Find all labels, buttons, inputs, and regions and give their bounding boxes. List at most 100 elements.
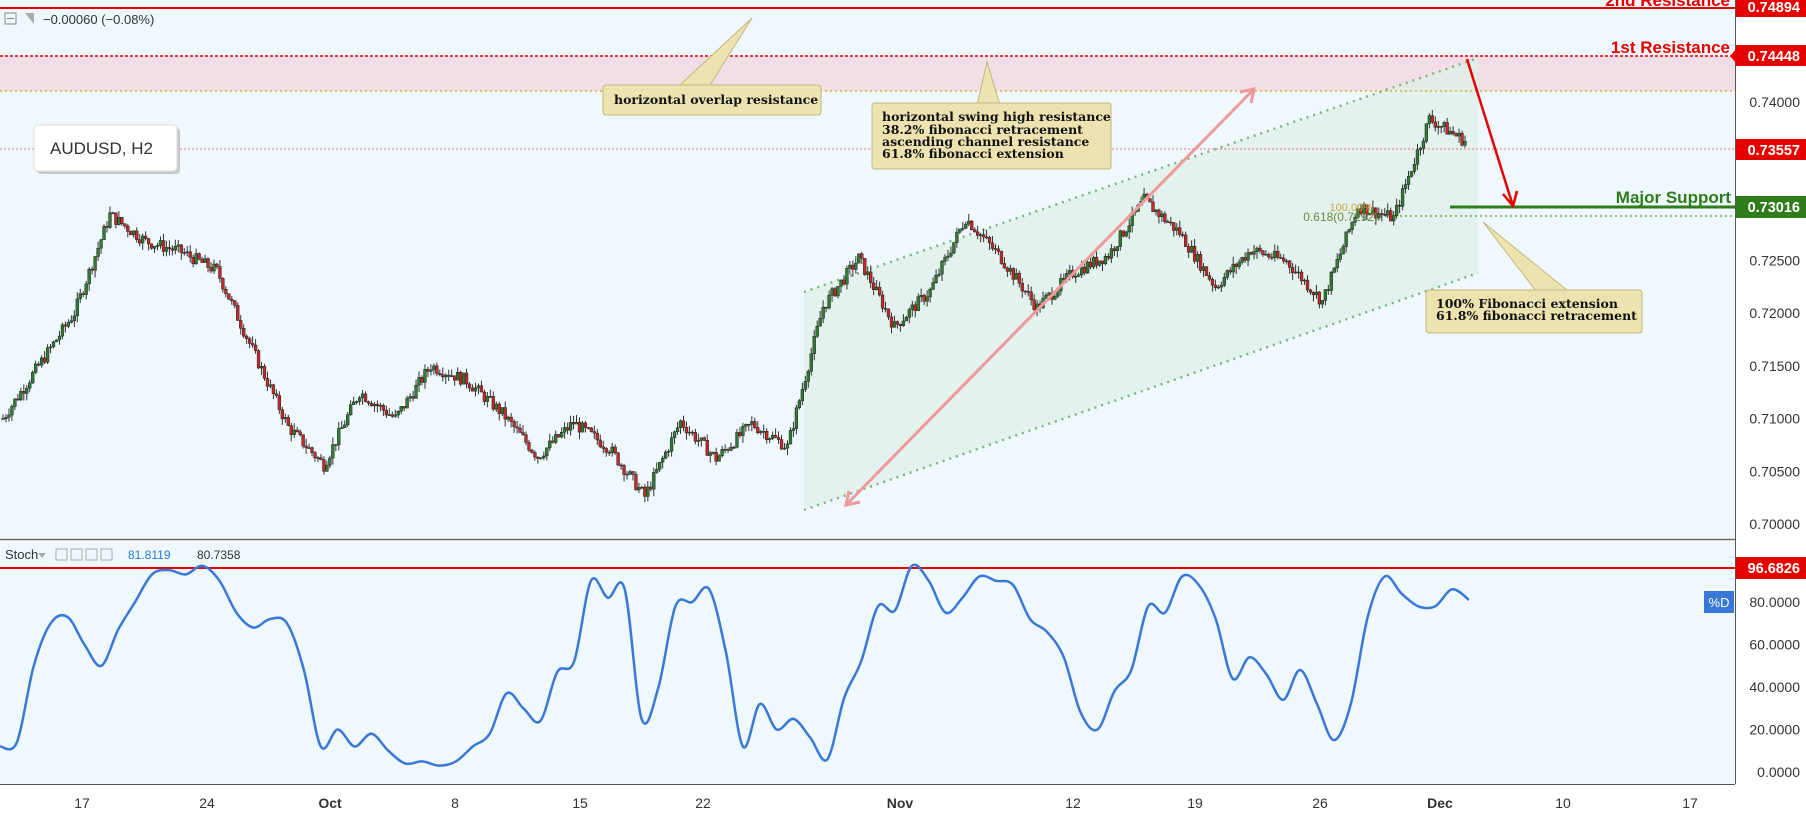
candle-body [1225, 270, 1229, 278]
stoch-level-box-bg [1736, 557, 1806, 579]
candle-body [735, 432, 739, 448]
candle-body [1103, 255, 1108, 265]
candle-body [319, 457, 323, 460]
second-resistance-label: 2nd Resistance [1605, 0, 1730, 10]
candle-body [904, 317, 908, 322]
price-tick-label: 0.74000 [1749, 94, 1800, 110]
candle-body [1412, 164, 1417, 172]
candle-body [1240, 257, 1244, 263]
candle-body [877, 286, 882, 296]
collapse-icon[interactable] [4, 12, 17, 25]
stoch-settings-icon[interactable] [55, 548, 68, 561]
stoch-add-icon[interactable] [85, 548, 98, 561]
candle-body [592, 431, 596, 434]
candle-body [467, 383, 472, 389]
candle-body [1332, 267, 1336, 273]
candle-body [476, 385, 481, 389]
time-tick-label: 17 [74, 795, 90, 811]
price-tick-label: 0.72000 [1749, 305, 1800, 321]
stoch-dropdown-icon[interactable] [38, 553, 46, 558]
stoch-tick-label: 0.0000 [1757, 764, 1800, 780]
time-tick-label: 15 [572, 795, 588, 811]
candle-body [527, 442, 531, 451]
time-axis-bg[interactable] [0, 784, 1806, 819]
price-box-first-resistance-bg [1736, 45, 1806, 66]
candle-body [1403, 184, 1408, 189]
candle-body [607, 451, 611, 454]
candle-body [360, 393, 365, 398]
candle-body [470, 387, 475, 392]
candle-body [247, 338, 252, 344]
candle-body [824, 306, 828, 309]
candle-body [37, 363, 41, 366]
candle-body [346, 414, 350, 426]
candle-body [1234, 263, 1238, 268]
stoch-title[interactable]: Stoch [5, 547, 38, 562]
candle-body [536, 456, 540, 459]
candle-body [42, 357, 47, 363]
candle-body [461, 372, 466, 385]
candle-body [497, 403, 501, 414]
candle-body [1255, 247, 1259, 252]
candle-body [426, 369, 430, 372]
candle-body [729, 446, 733, 451]
candle-body [256, 350, 261, 369]
candle-body [325, 464, 329, 472]
candle-body [250, 343, 255, 346]
candle-body [669, 437, 674, 452]
candle-body [1029, 291, 1033, 300]
candle-body [1112, 248, 1117, 251]
flag-icon[interactable] [25, 13, 34, 24]
candle-body [1228, 270, 1232, 273]
candle-body [574, 421, 579, 425]
candle-body [631, 471, 635, 475]
candle-body [759, 431, 763, 433]
price-axis-bg[interactable] [1735, 0, 1806, 784]
fib-100-label: 100.00% [1330, 202, 1374, 214]
candle-body [60, 324, 65, 337]
candle-body [482, 391, 487, 402]
candle-body [209, 267, 213, 272]
candle-body [301, 434, 305, 447]
candle-body [75, 298, 79, 317]
candle-body [152, 246, 157, 249]
ascending-channel-fill [804, 58, 1478, 510]
note-swing-line-2: 38.2% fibonacci retracement [882, 122, 1083, 137]
candle-body [351, 401, 356, 405]
down-arrow [1465, 58, 1519, 209]
candle-body [1005, 267, 1010, 272]
candle-body [432, 365, 436, 371]
candle-body [1418, 147, 1423, 151]
candle-body [45, 347, 50, 363]
note-overlap[interactable]: horizontal overlap resistance [602, 17, 822, 116]
candle-body [1201, 266, 1206, 271]
candle-body [922, 295, 926, 302]
note-fib[interactable]: 100% Fibonacci extension 61.8% fibonacci… [1425, 221, 1643, 334]
candle-body [1062, 278, 1066, 280]
candle-body [387, 414, 391, 416]
candle-body [874, 286, 879, 290]
candle-body [1017, 273, 1021, 284]
candle-body [372, 403, 377, 407]
candle-body [1231, 263, 1235, 273]
time-tick-label: 26 [1312, 795, 1328, 811]
candle-body [1270, 256, 1274, 259]
candle-body [105, 225, 109, 228]
candle-body [161, 240, 166, 252]
note-swing[interactable]: horizontal swing high resistance 38.2% f… [871, 60, 1112, 170]
candle-body [1088, 261, 1093, 268]
candle-body [218, 266, 222, 279]
stoch-pane-bg[interactable] [0, 541, 1735, 784]
candle-body [1109, 248, 1114, 259]
candle-body [1365, 204, 1369, 216]
candle-body [958, 228, 962, 233]
candle-body [1400, 188, 1405, 207]
candle-body [788, 430, 793, 445]
stoch-remove-icon[interactable] [100, 548, 113, 561]
candle-body [1074, 276, 1078, 278]
stoch-hide-icon[interactable] [70, 548, 83, 561]
symbol-label[interactable]: AUDUSD, H2 [33, 124, 180, 174]
candle-body [485, 396, 490, 402]
price-box-current: 0.73557 [1736, 139, 1806, 160]
candle-body [562, 427, 567, 433]
